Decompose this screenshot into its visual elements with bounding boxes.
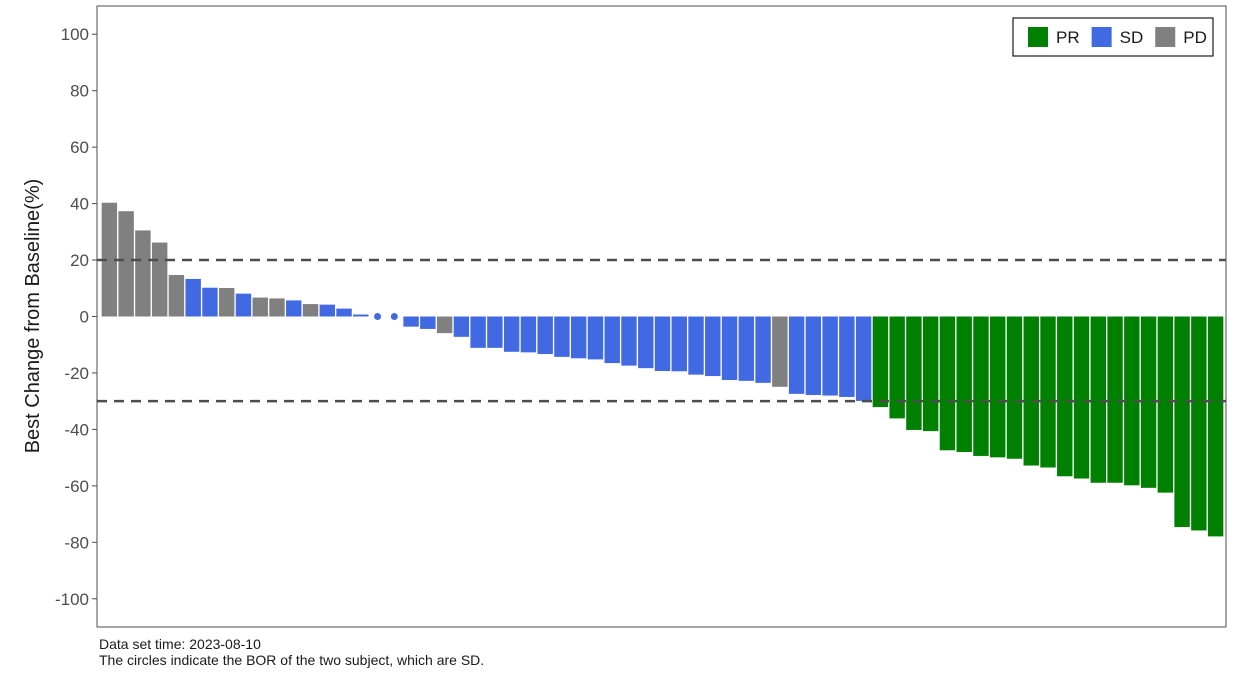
bar (788, 316, 805, 394)
y-tick-label: 40 (70, 195, 89, 214)
bar (503, 316, 520, 352)
legend-label: SD (1120, 28, 1144, 47)
bar (1207, 316, 1224, 537)
bar (604, 316, 620, 364)
legend-label: PR (1056, 28, 1080, 47)
bar (101, 202, 118, 317)
bar (721, 316, 738, 381)
bar (755, 316, 771, 383)
bar (353, 314, 369, 317)
bar (822, 316, 838, 396)
bar (336, 308, 352, 317)
bar (168, 275, 185, 317)
footnote-circles-note: The circles indicate the BOR of the two … (99, 652, 485, 668)
legend-swatch (1091, 27, 1112, 47)
bar (688, 316, 704, 375)
bar (570, 316, 587, 359)
bor-circle-marker (374, 313, 382, 320)
bar (922, 316, 939, 432)
y-tick-label: 0 (80, 308, 89, 327)
bar (403, 316, 419, 327)
bar (1157, 316, 1174, 493)
bar (855, 316, 872, 401)
reference-lines (97, 258, 1226, 403)
bar (286, 300, 302, 317)
bar (1006, 316, 1023, 459)
bar (671, 316, 687, 372)
bar (956, 316, 972, 452)
bar (554, 316, 570, 357)
legend-swatch (1028, 27, 1048, 47)
bar (151, 242, 168, 317)
bar (202, 287, 218, 317)
bar (654, 316, 671, 371)
bar (990, 316, 1006, 458)
y-tick-label: 20 (70, 251, 89, 270)
bar (537, 316, 553, 355)
bar (906, 316, 922, 430)
bar (1191, 316, 1207, 531)
legend-label: PD (1183, 28, 1207, 47)
bar (872, 316, 889, 408)
y-axis-ticks: 100 80 60 40 20 0 -20 -40 -60 -80 -100 (55, 25, 97, 609)
bar (1174, 316, 1190, 528)
bar (118, 211, 134, 317)
bar (1124, 316, 1140, 486)
bar (1090, 316, 1107, 483)
bar (889, 316, 905, 419)
legend-swatch (1155, 27, 1176, 47)
y-tick-label: 60 (70, 138, 89, 157)
bar (470, 316, 486, 348)
bar (1023, 316, 1039, 466)
bar (939, 316, 956, 451)
bar (218, 287, 235, 317)
bar (621, 316, 637, 366)
footnote-dataset-time: Data set time: 2023-08-10 (99, 636, 261, 652)
bar (638, 316, 654, 369)
y-tick-label: 80 (70, 82, 89, 101)
bar (1107, 316, 1123, 483)
bar (185, 278, 201, 317)
bar (1073, 316, 1090, 479)
bar (1040, 316, 1056, 468)
bar (319, 304, 335, 317)
bar (487, 316, 503, 348)
bar (135, 230, 151, 317)
y-axis-title: Best Change from Baseline(%) (22, 179, 44, 454)
bar (252, 297, 268, 317)
y-tick-label: -20 (64, 364, 89, 383)
bar (705, 316, 721, 377)
bar (520, 316, 537, 353)
bar (269, 298, 285, 317)
bars-group (101, 202, 1224, 537)
bar (772, 316, 788, 387)
bar (1057, 316, 1073, 477)
y-tick-label: -40 (64, 420, 89, 439)
bar (587, 316, 604, 360)
bar (235, 293, 252, 317)
bar (973, 316, 989, 456)
bar (420, 316, 436, 329)
bar (302, 304, 319, 317)
bor-circle-marker (390, 313, 398, 320)
y-tick-label: -80 (64, 533, 89, 552)
y-tick-label: -60 (64, 477, 89, 496)
legend: PR SD PD (1012, 17, 1214, 57)
bar (805, 316, 822, 395)
bar (436, 316, 453, 334)
bar (839, 316, 855, 397)
bar (453, 316, 470, 337)
bar (738, 316, 755, 381)
y-tick-label: -100 (55, 590, 89, 609)
y-tick-label: 100 (61, 25, 89, 44)
bar (1140, 316, 1157, 488)
